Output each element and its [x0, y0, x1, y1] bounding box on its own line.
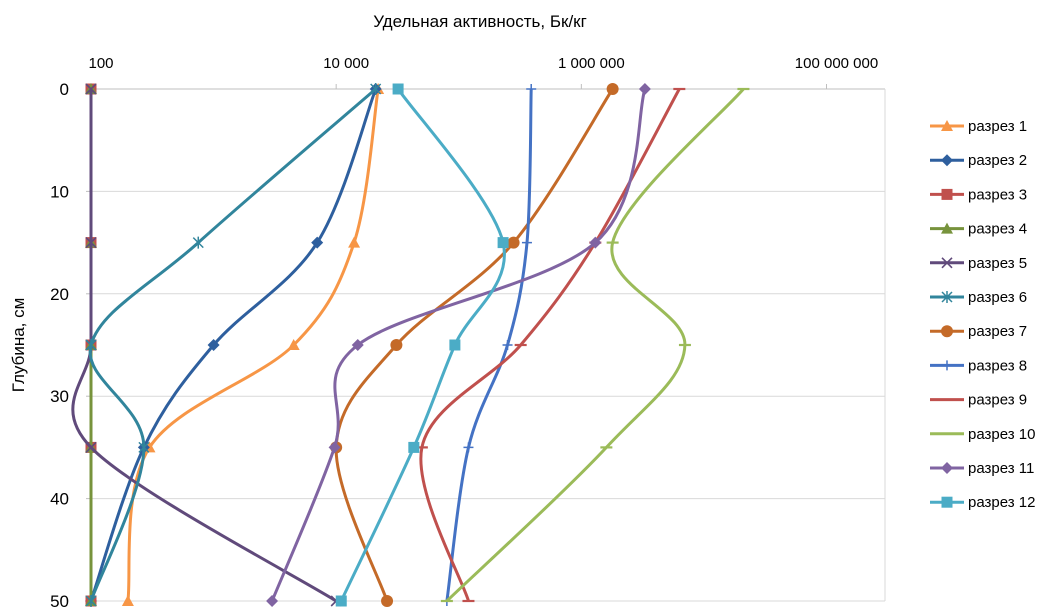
y-tick-label: 10 — [50, 182, 69, 201]
data-point — [85, 595, 97, 607]
x-axis-ticks: 100 10 000 1 000 000 100 000 000 — [88, 55, 878, 89]
data-point — [638, 83, 651, 95]
series-line — [270, 88, 647, 602]
legend-item-1: разрез 1 — [930, 118, 1027, 135]
data-point — [606, 83, 619, 95]
legend-marker — [941, 222, 953, 234]
data-point — [370, 83, 382, 95]
legend-marker — [941, 496, 953, 508]
legend-label: разрез 12 — [968, 494, 1035, 511]
data-point — [408, 441, 420, 453]
series-group — [71, 83, 750, 607]
data-point — [121, 595, 134, 606]
series-7 — [330, 83, 619, 607]
data-point — [348, 236, 361, 248]
data-point — [85, 339, 97, 351]
data-point — [192, 236, 204, 249]
legend-label: разрез 8 — [968, 357, 1027, 374]
legend: разрез 1 разрез 2 разрез 3 разрез 4 разрез 5… — [930, 118, 1035, 511]
legend-label: разрез 1 — [968, 118, 1027, 135]
legend-marker — [941, 120, 953, 131]
legend-label: разрез 3 — [968, 186, 1027, 203]
data-point — [85, 237, 97, 249]
data-point — [502, 340, 513, 350]
y-tick-label: 50 — [50, 592, 69, 608]
y-tick-label: 20 — [50, 285, 69, 304]
legend-item-12: разрез 12 — [930, 494, 1035, 511]
x-axis-title: Удельная активность, Бк/кг — [373, 12, 587, 31]
legend-label: разрез 4 — [968, 221, 1027, 238]
legend-marker — [941, 154, 953, 167]
data-point — [521, 237, 532, 248]
legend-marker — [941, 462, 953, 474]
legend-label: разрез 10 — [968, 426, 1035, 443]
data-point — [449, 339, 461, 351]
data-point — [526, 84, 537, 94]
legend-item-3: разрез 3 — [930, 186, 1027, 203]
legend-item-4: разрез 4 — [930, 221, 1027, 238]
y-axis-ticks: 0 10 20 30 40 50 — [50, 80, 91, 611]
series-line — [71, 89, 337, 603]
data-point — [589, 236, 602, 249]
series-6 — [85, 83, 382, 607]
legend-item-11: разрез 11 — [930, 460, 1034, 477]
data-point — [381, 595, 394, 607]
legend-item-9: разрез 9 — [930, 392, 1027, 409]
legend-label: разрез 9 — [968, 392, 1027, 409]
legend-item-2: разрез 2 — [930, 152, 1027, 169]
x-tick-label: 10 000 — [323, 55, 369, 72]
series-11 — [266, 83, 651, 607]
series-1 — [121, 83, 385, 606]
legend-label: разрез 7 — [968, 323, 1027, 340]
legend-label: разрез 2 — [968, 152, 1027, 169]
series-12 — [335, 83, 509, 607]
data-point — [335, 595, 347, 607]
y-tick-label: 0 — [60, 80, 69, 99]
series-line — [126, 88, 380, 602]
data-point — [85, 441, 97, 453]
y-tick-label: 30 — [50, 387, 69, 406]
series-10 — [440, 87, 750, 603]
data-point — [266, 595, 279, 607]
data-point — [138, 441, 150, 454]
legend-marker — [941, 291, 953, 303]
data-point — [497, 237, 509, 249]
legend-item-5: разрез 5 — [930, 255, 1027, 272]
series-line — [445, 88, 745, 603]
data-point — [392, 83, 404, 95]
x-tick-label: 100 000 000 — [795, 55, 878, 72]
legend-item-7: разрез 7 — [930, 323, 1027, 340]
legend-item-8: разрез 8 — [930, 357, 1027, 374]
x-tick-label: 100 — [88, 55, 113, 72]
data-point — [351, 339, 364, 351]
legend-marker — [941, 257, 953, 269]
data-point — [207, 339, 220, 351]
data-point — [85, 83, 97, 95]
series-line — [88, 87, 377, 602]
data-point — [287, 339, 300, 350]
legend-marker — [942, 360, 952, 371]
legend-marker — [941, 325, 953, 338]
legend-item-10: разрез 10 — [930, 426, 1035, 443]
series-line — [339, 88, 506, 602]
x-tick-label: 1 000 000 — [558, 55, 625, 72]
legend-label: разрез 6 — [968, 289, 1027, 306]
series-line — [89, 88, 378, 602]
legend-label: разрез 11 — [968, 460, 1034, 477]
legend-item-6: разрез 6 — [930, 289, 1027, 306]
legend-marker — [941, 188, 953, 200]
data-point — [507, 236, 520, 249]
data-point — [328, 441, 341, 454]
data-point — [311, 236, 324, 249]
y-tick-label: 40 — [50, 490, 69, 509]
legend-label: разрез 5 — [968, 255, 1027, 272]
data-point — [390, 339, 403, 351]
data-point — [463, 442, 474, 453]
y-axis-title: Глубина, см — [9, 298, 28, 393]
